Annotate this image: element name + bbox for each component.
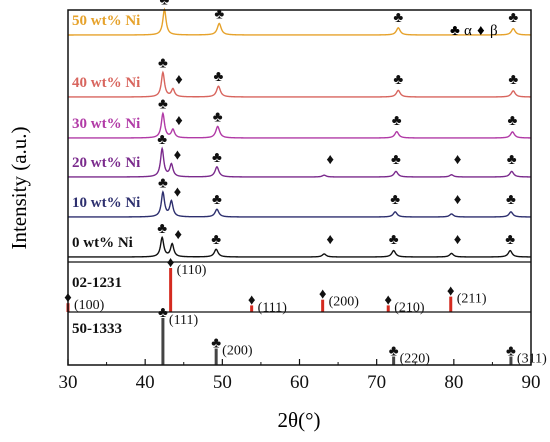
alpha-peak-marker: ♣ bbox=[508, 10, 518, 26]
beta-peak-marker: ♦ bbox=[326, 232, 334, 248]
series-line bbox=[68, 111, 531, 139]
alpha-peak-marker: ♣ bbox=[508, 72, 518, 88]
series-line bbox=[68, 70, 531, 98]
x-tick-label: 40 bbox=[136, 372, 155, 393]
legend-beta-symbol: ♦ bbox=[477, 23, 485, 39]
reference-line-label: (111) bbox=[258, 300, 288, 315]
alpha-peak-marker: ♣ bbox=[506, 192, 516, 208]
series-3: 20 wt% Ni ♣ ♦ ♣ ♦ ♣ ♦ ♣ bbox=[68, 132, 532, 178]
reference-symbol: ♣ bbox=[506, 344, 516, 360]
alpha-peak-marker: ♣ bbox=[214, 6, 224, 22]
alpha-peak-marker: ♣ bbox=[393, 10, 403, 26]
alpha-peak-marker: ♣ bbox=[158, 97, 168, 113]
alpha-peak-marker: ♣ bbox=[507, 152, 517, 168]
series-label: 10 wt% Ni bbox=[72, 195, 140, 211]
reference-line-label: (200) bbox=[222, 344, 253, 359]
reference-card-label: 50-1333 bbox=[72, 321, 122, 337]
reference-symbol: ♣ bbox=[158, 305, 168, 321]
x-axis-title: 2θ(°) bbox=[278, 408, 321, 432]
alpha-peak-marker: ♣ bbox=[213, 109, 223, 125]
alpha-peak-marker: ♣ bbox=[508, 113, 518, 129]
series-label: 50 wt% Ni bbox=[72, 13, 140, 29]
reference-line-label: (100) bbox=[74, 298, 105, 313]
series-line bbox=[68, 235, 532, 258]
reference-line-label: (210) bbox=[394, 300, 425, 315]
reference-line-label: (111) bbox=[169, 313, 199, 328]
beta-peak-marker: ♦ bbox=[326, 152, 334, 168]
reference-line-label: (211) bbox=[457, 292, 487, 307]
x-tick-label: 60 bbox=[290, 372, 309, 393]
series-line bbox=[68, 7, 532, 36]
reference-card-label: 02-1231 bbox=[72, 275, 122, 291]
reference-50-1333: 50-1333♣ (111)♣ (200) ♣ (220) ♣ (311) bbox=[72, 305, 547, 367]
series-label: 20 wt% Ni bbox=[72, 155, 140, 171]
x-tick-label: 90 bbox=[522, 372, 541, 393]
alpha-peak-marker: ♣ bbox=[160, 0, 170, 8]
alpha-peak-marker: ♣ bbox=[390, 192, 400, 208]
alpha-peak-marker: ♣ bbox=[158, 176, 168, 192]
alpha-peak-marker: ♣ bbox=[211, 232, 221, 248]
reference-symbol: ♦ bbox=[447, 284, 455, 300]
reference-line-label: (220) bbox=[400, 352, 431, 367]
reference-symbol: ♣ bbox=[389, 344, 399, 360]
reference-symbol: ♦ bbox=[319, 287, 327, 303]
series-2: 30 wt% Ni ♣ ♦ ♣ ♣ ♣ bbox=[68, 97, 531, 139]
beta-peak-marker: ♦ bbox=[175, 113, 183, 129]
series-1: 40 wt% Ni ♣ ♦ ♣ ♣ ♣ bbox=[68, 56, 531, 98]
beta-peak-marker: ♦ bbox=[174, 227, 182, 243]
alpha-peak-marker: ♣ bbox=[157, 132, 167, 148]
reference-symbol: ♦ bbox=[167, 255, 175, 271]
series-label: 40 wt% Ni bbox=[72, 75, 140, 91]
reference-symbol: ♦ bbox=[384, 292, 392, 308]
reference-line-label: (311) bbox=[517, 352, 547, 367]
beta-peak-marker: ♦ bbox=[174, 148, 182, 164]
series-0: 50 wt% Ni ♣ ♣ ♣ ♣ bbox=[68, 0, 532, 36]
beta-peak-marker: ♦ bbox=[175, 72, 183, 88]
x-tick-label: 80 bbox=[444, 372, 463, 393]
axis-layer: 30 40 50 60 70 80 90 bbox=[59, 9, 541, 393]
beta-peak-marker: ♦ bbox=[454, 232, 462, 248]
x-tick-label: 50 bbox=[213, 372, 232, 393]
alpha-peak-marker: ♣ bbox=[214, 69, 224, 85]
alpha-peak-marker: ♣ bbox=[212, 150, 222, 166]
series-4: 10 wt% Ni ♣ ♦ ♣ ♣ ♦ ♣ bbox=[68, 176, 532, 218]
x-tick-label: 70 bbox=[367, 372, 386, 393]
reference-symbol: ♦ bbox=[248, 292, 256, 308]
alpha-peak-marker: ♣ bbox=[389, 232, 399, 248]
alpha-peak-marker: ♣ bbox=[158, 56, 168, 72]
beta-peak-marker: ♦ bbox=[174, 185, 182, 201]
pattern-series-layer: 50 wt% Ni ♣ ♣ ♣ ♣ 40 wt% Ni ♣ ♦ ♣ ♣ ♣ 30 wt% Ni ♣ ♦ ♣ ♣… bbox=[68, 0, 532, 258]
alpha-peak-marker: ♣ bbox=[391, 152, 401, 168]
series-5: 0 wt% Ni ♣ ♦ ♣ ♦ ♣ ♦ ♣ bbox=[68, 221, 532, 258]
phase-legend: ♣ α ♦ β bbox=[450, 23, 498, 39]
alpha-peak-marker: ♣ bbox=[157, 221, 167, 237]
alpha-peak-marker: ♣ bbox=[392, 113, 402, 129]
y-axis-title: Intensity (a.u.) bbox=[7, 126, 31, 249]
reference-02-1231: 02-1231♦ (100)♦ (110)♦ (111)♦ (200) ♦ (210)♦ (2… bbox=[64, 255, 487, 315]
series-label: 0 wt% Ni bbox=[72, 235, 133, 251]
reference-line-label: (110) bbox=[177, 263, 207, 278]
beta-peak-marker: ♦ bbox=[454, 192, 462, 208]
alpha-peak-marker: ♣ bbox=[505, 232, 515, 248]
series-line bbox=[68, 146, 532, 178]
legend-alpha-symbol: ♣ bbox=[450, 23, 460, 39]
reference-line-label: (200) bbox=[329, 295, 360, 310]
reference-layer: 02-1231♦ (100)♦ (110)♦ (111)♦ (200) ♦ (210)♦ (2… bbox=[64, 255, 547, 367]
series-line bbox=[68, 190, 532, 218]
series-label: 30 wt% Ni bbox=[72, 116, 140, 132]
beta-peak-marker: ♦ bbox=[454, 152, 462, 168]
reference-symbol: ♣ bbox=[211, 336, 221, 352]
legend-beta-text: β bbox=[490, 23, 498, 39]
alpha-peak-marker: ♣ bbox=[393, 72, 403, 88]
alpha-peak-marker: ♣ bbox=[212, 192, 222, 208]
legend-alpha-text: α bbox=[464, 23, 472, 39]
x-tick-label: 30 bbox=[59, 372, 78, 393]
